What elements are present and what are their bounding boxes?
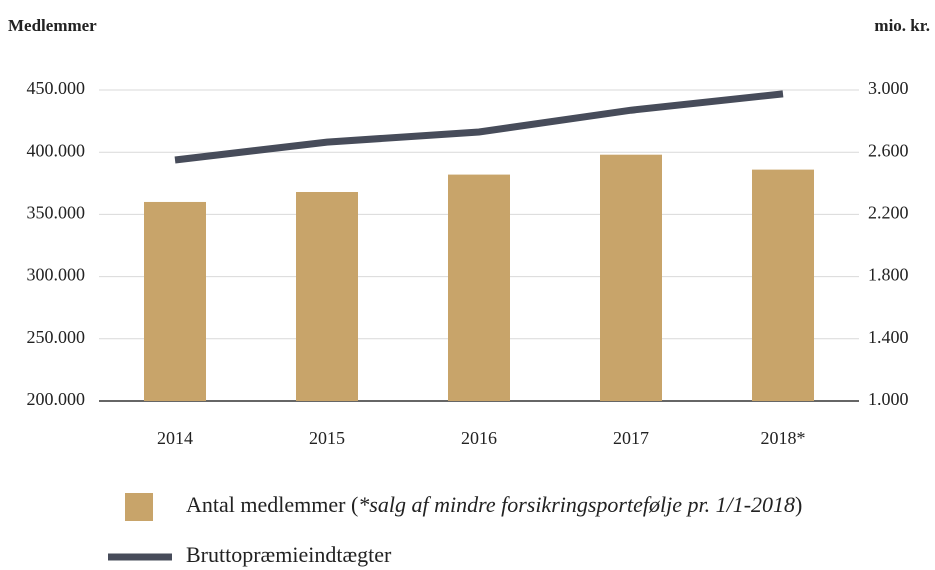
x-tick-label: 2016	[461, 428, 497, 448]
y-tick-label: 300.000	[27, 265, 86, 285]
x-tick-label: 2018*	[761, 428, 806, 448]
y-axis-title: Medlemmer	[8, 16, 97, 35]
y-tick-label: 400.000	[27, 140, 86, 160]
bar	[144, 201, 206, 401]
y2-tick-label: 2.200	[868, 203, 909, 223]
x-tick-label: 2014	[157, 428, 193, 448]
x-tick-label: 2015	[309, 428, 345, 448]
bar	[296, 192, 358, 401]
legend-label: Bruttopræmieindtægter	[186, 542, 392, 567]
bar	[600, 154, 662, 401]
y-tick-label: 250.000	[27, 327, 86, 347]
y2-tick-label: 3.000	[868, 78, 909, 98]
legend-label: Antal medlemmer (*salg af mindre forsikr…	[186, 492, 802, 517]
y2-tick-label: 1.800	[868, 265, 909, 285]
y2-tick-label: 2.600	[868, 140, 909, 160]
y-tick-label: 200.000	[27, 389, 86, 409]
bar	[752, 169, 814, 401]
y2-axis-title: mio. kr.	[874, 16, 930, 35]
y2-tick-label: 1.400	[868, 327, 909, 347]
y-tick-label: 450.000	[27, 78, 86, 98]
legend-swatch	[125, 493, 153, 521]
y-tick-label: 350.000	[27, 203, 86, 223]
legend-swatch	[108, 553, 172, 561]
line	[174, 90, 784, 164]
bar	[448, 174, 510, 401]
y2-tick-label: 1.000	[868, 389, 909, 409]
x-tick-label: 2017	[613, 428, 649, 448]
